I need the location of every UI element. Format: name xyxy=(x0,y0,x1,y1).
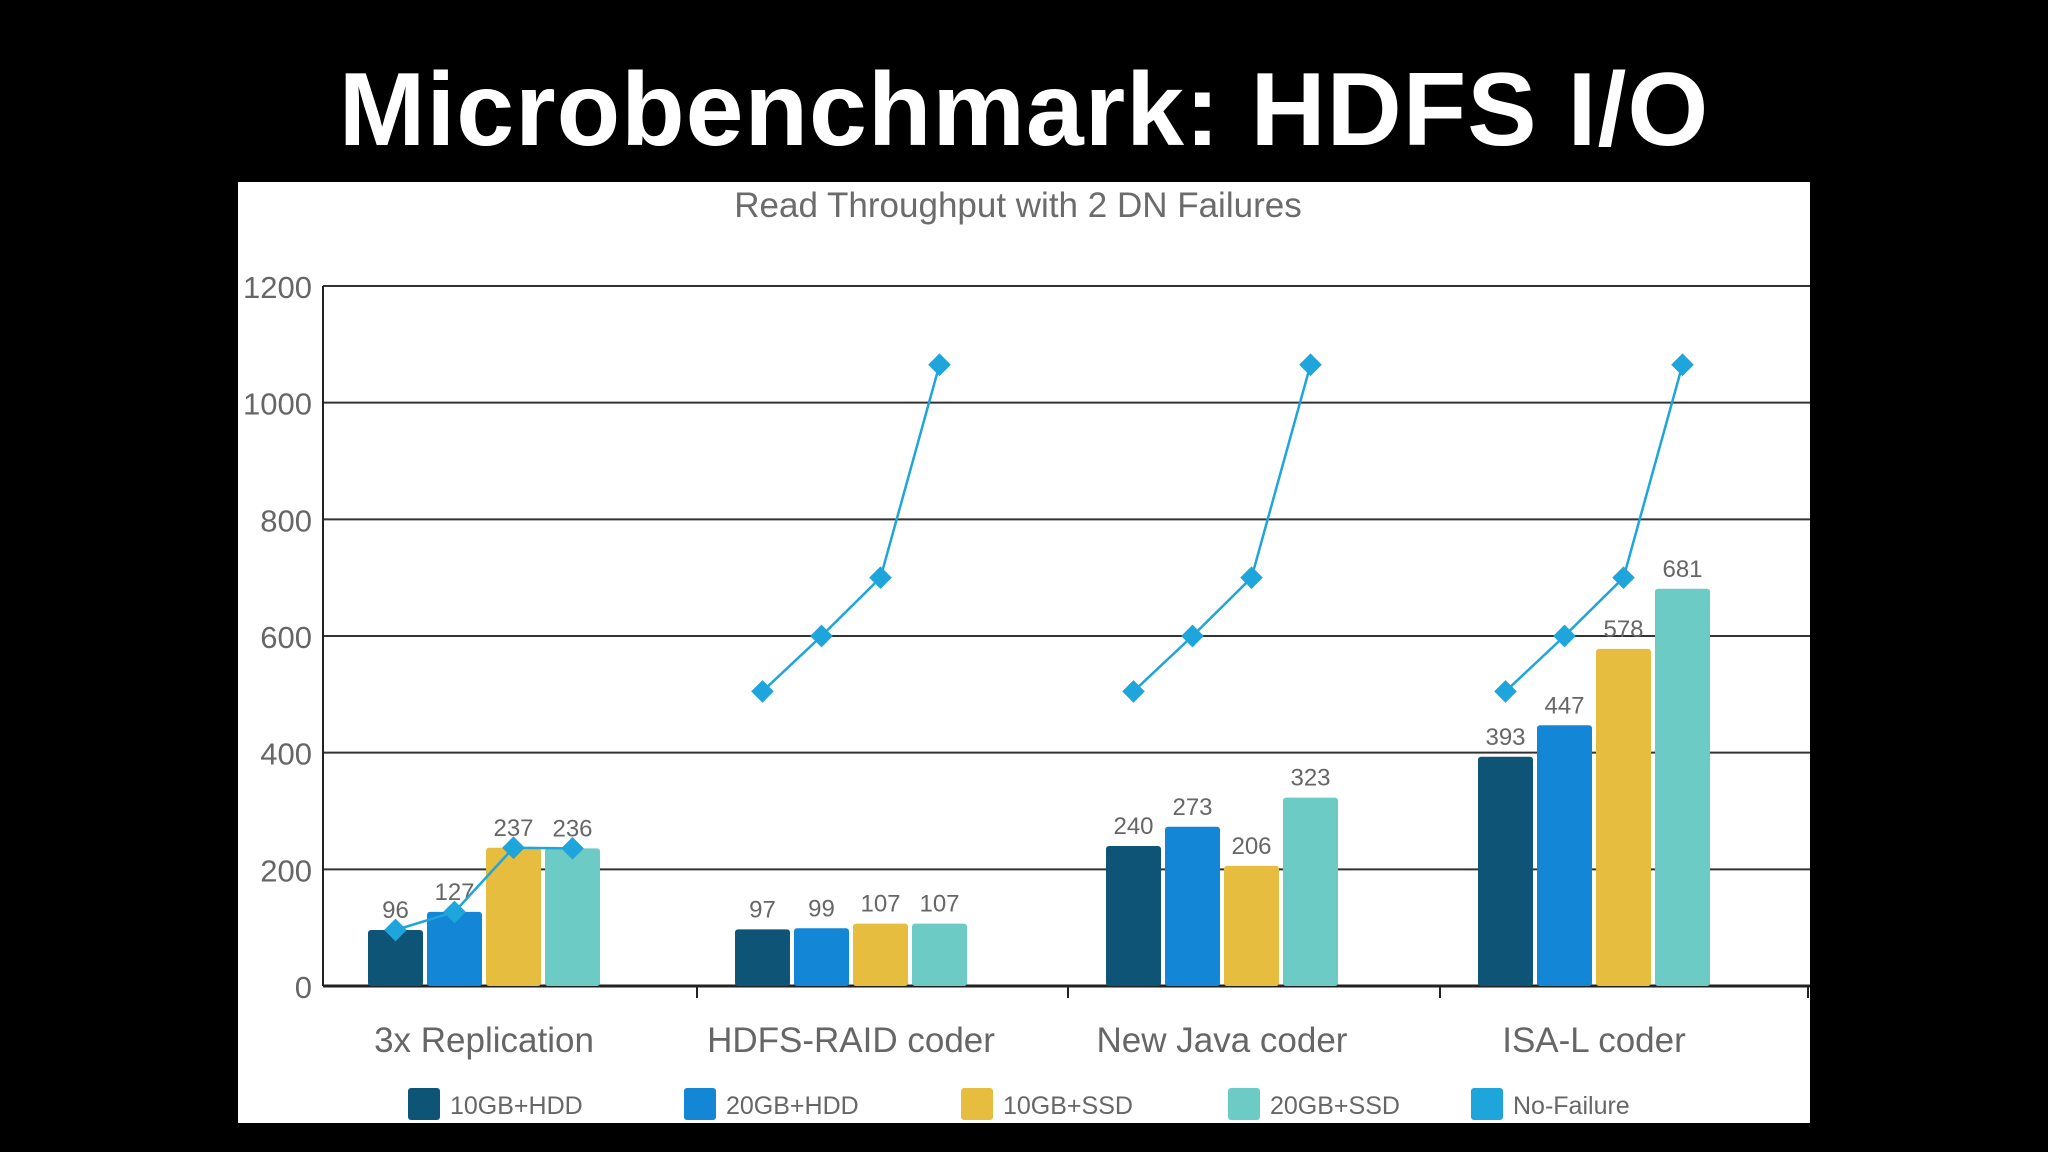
bar-value-label: 107 xyxy=(860,891,900,918)
no-failure-marker xyxy=(1671,353,1694,377)
bar-10gb-ssd xyxy=(1224,865,1279,986)
bar-20gb-hdd xyxy=(794,928,849,986)
bar-value-label: 393 xyxy=(1485,724,1525,751)
bar-20gb-hdd xyxy=(1165,826,1220,986)
bar-10gb-hdd xyxy=(368,930,423,986)
no-failure-line xyxy=(1504,364,1684,693)
legend-swatch xyxy=(1228,1088,1260,1120)
no-failure-marker xyxy=(1240,566,1263,589)
bar-value-label: 240 xyxy=(1113,813,1153,840)
bar-value-label: 273 xyxy=(1172,794,1212,821)
bar-20gb-ssd xyxy=(912,923,967,986)
legend-swatch xyxy=(408,1088,440,1120)
bar-value-label: 578 xyxy=(1603,616,1643,643)
y-tick-label: 800 xyxy=(260,503,312,538)
no-failure-line xyxy=(395,846,573,932)
bar-value-label: 323 xyxy=(1290,765,1330,792)
bar-value-label: 681 xyxy=(1662,556,1702,583)
category-label: 3x Replication xyxy=(374,1021,594,1060)
legend-label: 20GB+HDD xyxy=(726,1092,859,1120)
y-tick-label: 400 xyxy=(260,737,312,772)
no-failure-marker xyxy=(1181,624,1204,648)
y-tick-label: 600 xyxy=(260,620,312,655)
no-failure-marker xyxy=(1494,680,1517,703)
bars xyxy=(368,588,1710,986)
no-failure-line xyxy=(1132,364,1312,693)
category-label: ISA-L coder xyxy=(1502,1021,1686,1060)
bar-value-label: 447 xyxy=(1544,692,1584,719)
no-failure-marker xyxy=(502,836,525,860)
no-failure-marker xyxy=(869,566,892,589)
y-tick-label: 1200 xyxy=(243,270,312,305)
y-axis-ticks: 0 200 400 600 800 1000 1200 xyxy=(243,270,312,1005)
y-tick-label: 200 xyxy=(260,853,312,888)
bar-10gb-ssd xyxy=(486,847,541,986)
chart-title: Read Throughput with 2 DN Failures xyxy=(734,186,1301,225)
read-throughput-chart: Read Throughput with 2 DN Failures 0 200 4… xyxy=(243,186,1810,1120)
bar-10gb-hdd xyxy=(1478,756,1533,986)
bar-value-label: 97 xyxy=(749,896,776,923)
legend-label: 10GB+HDD xyxy=(450,1092,583,1120)
bar-10gb-hdd xyxy=(735,929,790,986)
no-failure-marker xyxy=(928,353,951,377)
legend-label: No-Failure xyxy=(1513,1092,1630,1120)
no-failure-marker xyxy=(1612,566,1635,589)
no-failure-marker xyxy=(1122,680,1145,703)
legend-swatch xyxy=(961,1088,993,1120)
bar-20gb-hdd xyxy=(1537,725,1592,986)
legend-swatch xyxy=(684,1088,716,1120)
no-failure-marker xyxy=(1553,624,1576,648)
legend-label: 20GB+SSD xyxy=(1270,1092,1400,1120)
chart-panel: Read Throughput with 2 DN Failures 0 200 4… xyxy=(238,182,1810,1123)
no-failure-marker xyxy=(1299,353,1322,377)
y-tick-label: 0 xyxy=(295,970,312,1005)
bar-10gb-ssd xyxy=(1596,648,1651,986)
y-tick-label: 1000 xyxy=(243,387,312,422)
no-failure-marker xyxy=(810,624,833,648)
bar-20gb-hdd xyxy=(427,911,482,986)
legend-swatch xyxy=(1471,1088,1503,1120)
x-axis: 3x Replication HDFS-RAID coder New Java co… xyxy=(374,986,1809,1060)
no-failure-line xyxy=(761,364,941,693)
bar-10gb-ssd xyxy=(853,923,908,986)
bar-value-label: 99 xyxy=(808,895,835,922)
bar-value-label: 206 xyxy=(1231,833,1271,860)
no-failure-marker xyxy=(751,680,774,703)
category-label: HDFS-RAID coder xyxy=(707,1021,995,1060)
category-label: New Java coder xyxy=(1097,1021,1348,1060)
no-failure-marker xyxy=(561,837,584,860)
bar-20gb-ssd xyxy=(1655,588,1710,986)
bar-20gb-ssd xyxy=(545,848,600,986)
legend: 10GB+HDD 20GB+HDD 10GB+SSD 20GB+SSD No-Failu… xyxy=(408,1088,1630,1120)
legend-label: 10GB+SSD xyxy=(1003,1092,1133,1120)
bar-10gb-hdd xyxy=(1106,846,1161,986)
bar-value-label: 107 xyxy=(919,891,959,918)
slide-title: Microbenchmark: HDFS I/O xyxy=(338,52,1710,168)
bar-20gb-ssd xyxy=(1283,797,1338,986)
